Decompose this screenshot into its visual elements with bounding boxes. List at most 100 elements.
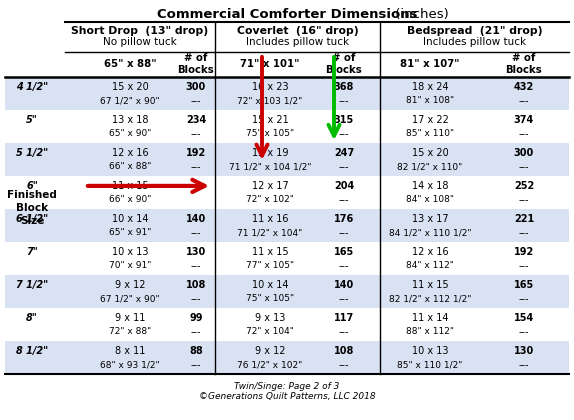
Text: ---: --- [191, 327, 201, 337]
Text: ---: --- [339, 228, 349, 238]
Text: 8": 8" [26, 313, 38, 323]
Text: 192: 192 [186, 148, 206, 158]
Text: 204: 204 [334, 181, 354, 191]
Text: (inches): (inches) [391, 8, 449, 21]
Text: 9 x 13: 9 x 13 [255, 313, 285, 323]
Text: ---: --- [519, 195, 529, 205]
Text: 11 x 15: 11 x 15 [412, 280, 448, 290]
Text: 300: 300 [514, 148, 534, 158]
Text: ---: --- [339, 294, 349, 304]
Text: ---: --- [519, 129, 529, 139]
Text: 85" x 110 1/2": 85" x 110 1/2" [397, 360, 463, 369]
Text: 13 x 19: 13 x 19 [252, 148, 288, 158]
Text: Short Drop  (13" drop): Short Drop (13" drop) [71, 26, 208, 36]
Text: ---: --- [339, 261, 349, 271]
Text: 84 1/2" x 110 1/2": 84 1/2" x 110 1/2" [389, 228, 471, 237]
Text: 71" x 101": 71" x 101" [241, 59, 300, 69]
Text: ---: --- [191, 360, 201, 370]
Text: 154: 154 [514, 313, 534, 323]
Text: ---: --- [339, 162, 349, 172]
Bar [5, 110, 569, 143]
Text: Includes pillow tuck: Includes pillow tuck [246, 37, 349, 47]
Text: ---: --- [191, 261, 201, 271]
Text: 11 x 14: 11 x 14 [412, 313, 448, 323]
Text: 12 x 16: 12 x 16 [412, 247, 448, 257]
Text: 82 1/2" x 112 1/2": 82 1/2" x 112 1/2" [389, 294, 471, 303]
Text: 67 1/2" x 90": 67 1/2" x 90" [100, 96, 160, 105]
Text: 130: 130 [186, 247, 206, 257]
Text: 192: 192 [514, 247, 534, 257]
Text: 82 1/2" x 110": 82 1/2" x 110" [397, 162, 463, 171]
Text: 13 x 18: 13 x 18 [112, 115, 148, 125]
Text: 72" x 102": 72" x 102" [246, 195, 294, 204]
Text: 130: 130 [514, 346, 534, 356]
Text: 71 1/2" x 104": 71 1/2" x 104" [238, 228, 302, 237]
Text: ---: --- [519, 360, 529, 370]
Text: 5": 5" [26, 115, 38, 125]
Text: 140: 140 [334, 280, 354, 290]
Text: # of
Blocks: # of Blocks [177, 53, 214, 75]
Bar [5, 341, 569, 374]
Text: 15 x 21: 15 x 21 [251, 115, 288, 125]
Text: 99: 99 [189, 313, 203, 323]
Text: ---: --- [191, 228, 201, 238]
Text: 14 x 18: 14 x 18 [412, 181, 448, 191]
Text: # of
Blocks: # of Blocks [506, 53, 542, 75]
Text: 65" x 88": 65" x 88" [104, 59, 156, 69]
Text: 10 x 14: 10 x 14 [252, 280, 288, 290]
Text: Twin/Singe: Page 2 of 3: Twin/Singe: Page 2 of 3 [234, 382, 340, 391]
Text: 65" x 90": 65" x 90" [109, 129, 151, 138]
Text: 70" x 91": 70" x 91" [109, 261, 151, 270]
Text: 17 x 22: 17 x 22 [412, 115, 448, 125]
Text: Commercial Comforter Dimensions: Commercial Comforter Dimensions [157, 8, 417, 21]
Bar [5, 275, 569, 308]
Text: 176: 176 [334, 214, 354, 224]
Text: ---: --- [519, 96, 529, 106]
Text: 165: 165 [334, 247, 354, 257]
Text: 11 x 15: 11 x 15 [251, 247, 288, 257]
Text: ---: --- [339, 129, 349, 139]
Text: 300: 300 [186, 82, 206, 92]
Text: No pillow tuck: No pillow tuck [103, 37, 177, 47]
Text: 85" x 110": 85" x 110" [406, 129, 454, 138]
Text: 5 1/2": 5 1/2" [16, 148, 48, 158]
Text: ---: --- [519, 162, 529, 172]
Bar [5, 77, 569, 110]
Text: 374: 374 [514, 115, 534, 125]
Text: Includes pillow tuck: Includes pillow tuck [423, 37, 526, 47]
Text: 10 x 13: 10 x 13 [112, 247, 148, 257]
Bar [5, 209, 569, 242]
Text: 10 x 13: 10 x 13 [412, 346, 448, 356]
Text: 15 x 20: 15 x 20 [111, 82, 148, 92]
Text: 7": 7" [26, 247, 38, 257]
Text: 12 x 16: 12 x 16 [112, 148, 148, 158]
Text: ---: --- [519, 327, 529, 337]
Text: ---: --- [339, 96, 349, 106]
Text: 165: 165 [514, 280, 534, 290]
Text: 15 x 20: 15 x 20 [412, 148, 448, 158]
Text: 9 x 12: 9 x 12 [115, 280, 145, 290]
Text: 6": 6" [26, 181, 38, 191]
Text: ---: --- [519, 261, 529, 271]
Text: 71 1/2" x 104 1/2": 71 1/2" x 104 1/2" [229, 162, 311, 171]
Text: 11 x 16: 11 x 16 [252, 214, 288, 224]
Text: 432: 432 [514, 82, 534, 92]
Text: 247: 247 [334, 148, 354, 158]
Text: 108: 108 [334, 346, 354, 356]
Text: 84" x 112": 84" x 112" [406, 261, 454, 270]
Text: 140: 140 [186, 214, 206, 224]
Text: 11 x 15: 11 x 15 [112, 181, 148, 191]
Text: ---: --- [519, 294, 529, 304]
Text: 72" x 104": 72" x 104" [246, 327, 294, 336]
Text: 16 x 23: 16 x 23 [251, 82, 288, 92]
Text: 13 x 17: 13 x 17 [412, 214, 448, 224]
Text: 8 x 11: 8 x 11 [115, 346, 145, 356]
Text: 75" x 105": 75" x 105" [246, 294, 294, 303]
Text: 81" x 107": 81" x 107" [400, 59, 460, 69]
Text: 72" x 88": 72" x 88" [109, 327, 151, 336]
Text: 67 1/2" x 90": 67 1/2" x 90" [100, 294, 160, 303]
Text: ©Generations Quilt Patterns, LLC 2018: ©Generations Quilt Patterns, LLC 2018 [199, 392, 375, 401]
Text: 18 x 24: 18 x 24 [412, 82, 448, 92]
Text: 72" x 103 1/2": 72" x 103 1/2" [238, 96, 302, 105]
Text: ---: --- [191, 162, 201, 172]
